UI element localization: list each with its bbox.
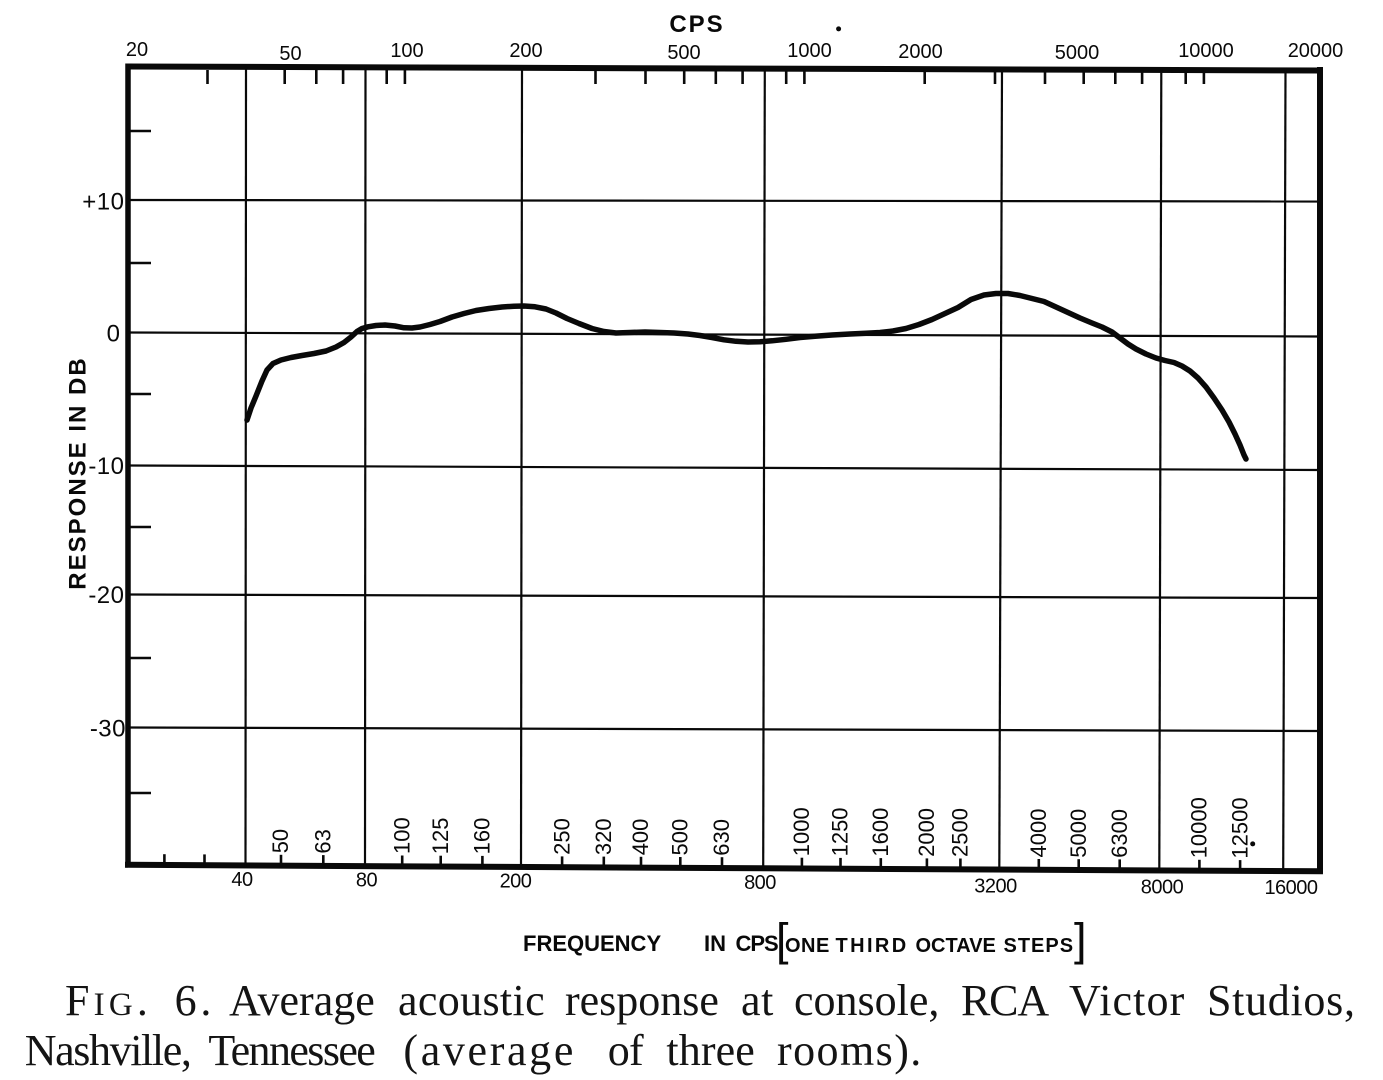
svg-text:320: 320 <box>591 818 616 855</box>
svg-text:-10: -10 <box>88 453 124 480</box>
svg-text:10000: 10000 <box>1178 40 1234 62</box>
svg-text:3200: 3200 <box>974 876 1017 898</box>
svg-text:200: 200 <box>500 871 532 893</box>
svg-text:500: 500 <box>668 819 693 856</box>
svg-text:+10: +10 <box>82 189 124 216</box>
svg-text:10000: 10000 <box>1187 797 1212 858</box>
svg-text:6300: 6300 <box>1107 809 1132 858</box>
svg-text:1250: 1250 <box>828 807 853 856</box>
svg-text:63: 63 <box>311 829 336 853</box>
svg-text:630: 630 <box>709 819 734 856</box>
svg-text:2000: 2000 <box>914 808 939 857</box>
svg-text:1000: 1000 <box>789 807 814 856</box>
svg-text:1000: 1000 <box>787 40 832 62</box>
svg-text:160: 160 <box>470 818 495 855</box>
svg-text:100: 100 <box>389 817 414 854</box>
svg-text:2000: 2000 <box>898 41 943 63</box>
svg-text:12500: 12500 <box>1227 797 1252 858</box>
svg-text:5000: 5000 <box>1066 809 1091 858</box>
svg-text:0: 0 <box>107 321 121 348</box>
svg-text:100: 100 <box>390 40 423 62</box>
svg-text:-30: -30 <box>90 716 126 743</box>
svg-text:4000: 4000 <box>1026 809 1051 858</box>
svg-text:800: 800 <box>744 872 776 894</box>
svg-text:50: 50 <box>279 43 301 65</box>
svg-text:RESPONSE IN DB: RESPONSE IN DB <box>65 356 92 589</box>
svg-text:400: 400 <box>628 819 653 856</box>
svg-text:-20: -20 <box>88 582 124 609</box>
svg-text:200: 200 <box>509 40 542 62</box>
svg-text:40: 40 <box>231 869 253 891</box>
svg-text:20: 20 <box>126 39 148 61</box>
svg-text:1600: 1600 <box>868 808 893 857</box>
svg-text:20000: 20000 <box>1288 40 1344 62</box>
svg-text:2500: 2500 <box>948 808 973 857</box>
svg-text:80: 80 <box>356 870 378 892</box>
svg-text:500: 500 <box>667 42 700 64</box>
svg-text:8000: 8000 <box>1141 877 1184 899</box>
svg-text:5000: 5000 <box>1055 42 1100 64</box>
svg-text:250: 250 <box>549 818 574 855</box>
svg-text:CPS: CPS <box>669 11 724 38</box>
svg-text:125: 125 <box>428 817 453 854</box>
svg-text:50: 50 <box>268 829 293 853</box>
svg-text:16000: 16000 <box>1264 877 1317 899</box>
